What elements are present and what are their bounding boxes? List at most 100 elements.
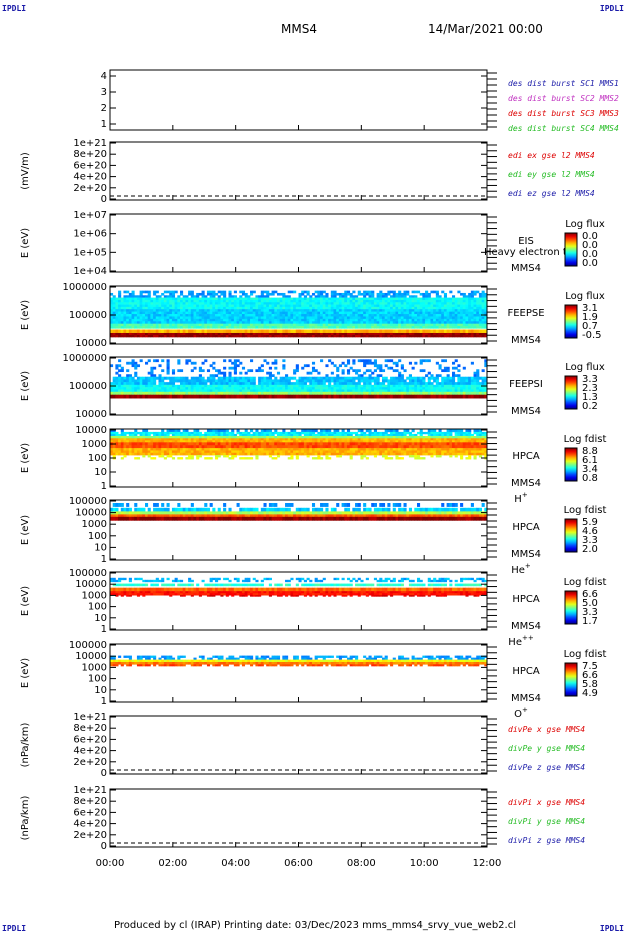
heatmap-cell — [427, 299, 431, 303]
heatmap-cell — [244, 329, 248, 334]
heatmap-cell — [252, 335, 256, 338]
heatmap-cell — [468, 314, 472, 317]
heatmap-cell — [180, 435, 184, 439]
heatmap-cell — [311, 297, 316, 301]
heatmap-cell — [260, 442, 264, 446]
heatmap-cell — [395, 323, 399, 327]
heatmap-cell — [301, 394, 305, 399]
heatmap-cell — [403, 309, 407, 312]
heatmap-cell — [357, 387, 361, 390]
heatmap-cell — [131, 316, 135, 320]
heatmap-cell — [303, 326, 307, 329]
heatmap-cell — [333, 442, 337, 446]
heatmap-cell — [306, 435, 310, 439]
heatmap-cell — [443, 306, 448, 310]
heatmap-cell — [193, 297, 197, 301]
heatmap-cell — [371, 299, 375, 303]
heatmap-cell — [169, 304, 173, 308]
heatmap-cell — [481, 309, 485, 312]
heatmap-cell — [392, 304, 396, 308]
spacecraft-label: MMS4 — [511, 263, 541, 274]
heatmap-cell — [390, 440, 394, 443]
heatmap-cell — [392, 297, 396, 301]
heatmap-cell — [376, 306, 380, 310]
heatmap-cell — [150, 389, 154, 393]
heatmap-cell — [443, 435, 448, 439]
heatmap-cell — [484, 311, 488, 315]
heatmap-cell — [274, 384, 278, 388]
heatmap-cell — [330, 323, 334, 327]
heatmap-cell — [252, 332, 256, 336]
heatmap-cell — [204, 440, 208, 443]
heatmap-cell — [120, 442, 124, 446]
heatmap-cell — [201, 299, 205, 303]
heatmap-cell — [279, 394, 283, 399]
heatmap-cell — [403, 311, 407, 315]
heatmap-cell — [457, 389, 461, 393]
heatmap-cell — [470, 384, 474, 388]
heatmap-cell — [145, 295, 149, 298]
heatmap-cell — [408, 376, 412, 380]
heatmap-cell — [220, 326, 224, 329]
heatmap-cell — [336, 326, 340, 329]
heatmap-cell — [484, 376, 488, 380]
heatmap-cell — [438, 295, 442, 298]
heatmap-cell — [231, 335, 235, 338]
heatmap-cell — [223, 299, 227, 303]
heatmap-cell — [451, 384, 456, 388]
heatmap-cell — [360, 329, 364, 334]
heatmap-cell — [478, 435, 483, 439]
heatmap-cell — [349, 376, 353, 380]
heatmap-cell — [346, 379, 351, 383]
heatmap-cell — [368, 311, 372, 315]
heatmap-cell — [174, 379, 178, 383]
heatmap-cell — [177, 321, 181, 324]
heatmap-cell — [158, 309, 162, 312]
heatmap-cell — [379, 435, 383, 439]
heatmap-cell — [188, 321, 192, 324]
heatmap-cell — [158, 433, 162, 437]
heatmap-cell — [333, 391, 337, 395]
heatmap-cell — [182, 376, 186, 380]
heatmap-cell — [406, 438, 410, 441]
heatmap-cell — [384, 297, 388, 301]
heatmap-cell — [252, 384, 256, 388]
heatmap-cell — [233, 445, 237, 449]
heatmap-cell — [126, 379, 130, 383]
heatmap-cell — [190, 332, 194, 336]
heatmap-cell — [134, 314, 138, 317]
heatmap-cell — [311, 389, 316, 393]
heatmap-cell — [260, 431, 264, 435]
heatmap-cell — [110, 297, 114, 301]
heatmap-cell — [454, 389, 458, 393]
heatmap-cell — [303, 318, 307, 322]
heatmap-cell — [400, 335, 404, 338]
heatmap-cell — [392, 384, 396, 388]
heatmap-cell — [328, 382, 332, 386]
heatmap-cell — [387, 329, 391, 334]
heatmap-cell — [158, 326, 162, 329]
heatmap-cell — [422, 332, 426, 336]
heatmap-cell — [279, 314, 283, 317]
heatmap-cell — [317, 335, 321, 338]
heatmap-cell — [443, 318, 448, 322]
heatmap-cell — [145, 332, 149, 336]
heatmap-cell — [136, 435, 141, 439]
heatmap-cell — [344, 435, 348, 439]
heatmap-cell — [476, 299, 480, 303]
heatmap-cell — [476, 318, 480, 322]
heatmap-cell — [225, 391, 229, 395]
heatmap-cell — [306, 394, 310, 399]
heatmap-cell — [473, 431, 477, 435]
heatmap-cell — [298, 389, 302, 393]
heatmap-cell — [163, 389, 167, 393]
heatmap-cell — [110, 332, 114, 336]
heatmap-cell — [177, 379, 181, 383]
heatmap-cell — [220, 302, 224, 305]
heatmap-cell — [433, 335, 437, 338]
heatmap-cell — [241, 384, 246, 388]
heatmap-cell — [169, 391, 173, 395]
heatmap-cell — [322, 297, 326, 301]
heatmap-cell — [462, 387, 466, 390]
heatmap-cell — [271, 311, 275, 315]
